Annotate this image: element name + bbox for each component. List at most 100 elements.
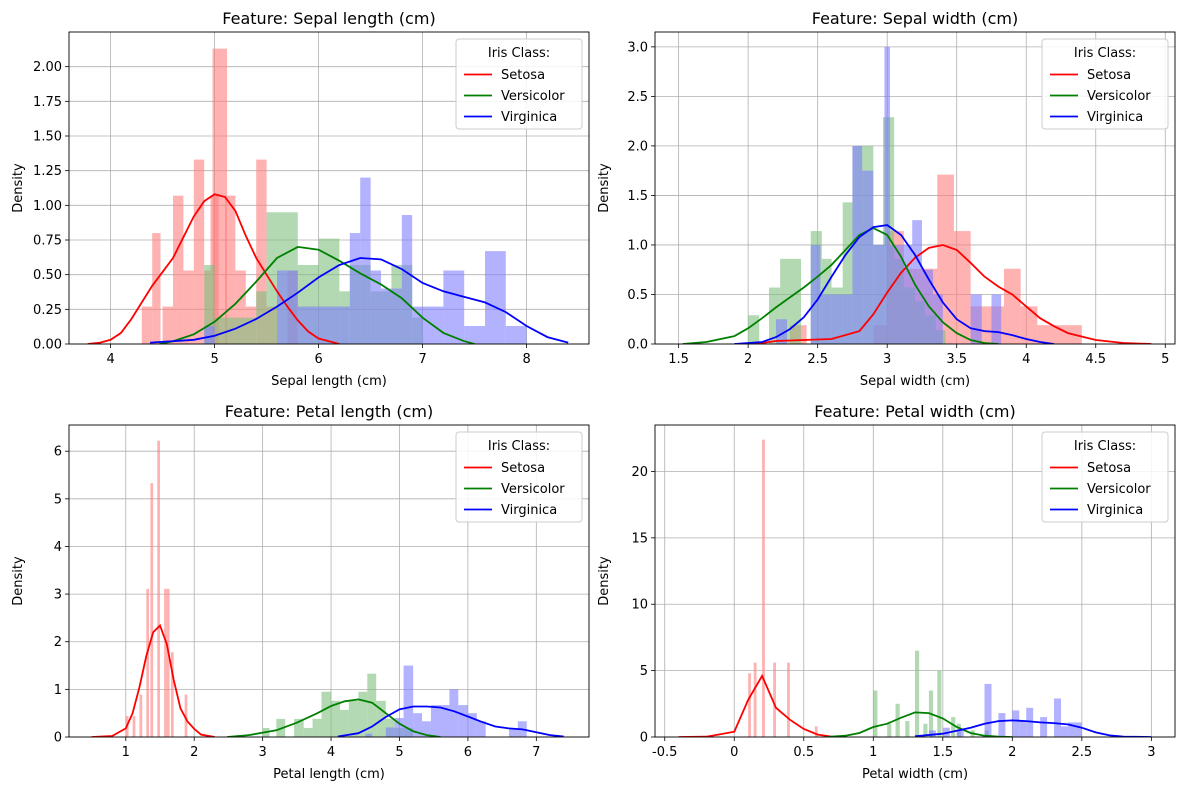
x-tick-label: 4.5 (1085, 352, 1106, 367)
histogram-bar (294, 718, 304, 737)
legend-title: Iris Class: (488, 46, 550, 61)
histogram-bar (762, 439, 765, 737)
histogram-bar (443, 270, 465, 344)
kde-line-setosa (754, 244, 1152, 344)
histogram-bar (895, 703, 900, 737)
histogram-bar (370, 270, 381, 344)
y-axis-label: Density (597, 556, 612, 606)
chart-title: Feature: Sepal length (cm) (222, 9, 435, 28)
y-tick-label: 3.0 (627, 40, 648, 55)
histogram-bar (339, 709, 349, 737)
kde-line-versicolor (227, 698, 441, 737)
histogram-bar (748, 315, 760, 344)
y-tick-label: 2.00 (33, 60, 62, 75)
histogram-bar (810, 244, 821, 344)
y-tick-label: 1.75 (33, 95, 62, 110)
histogram-bar (152, 233, 161, 344)
x-tick-label: 0.5 (793, 745, 814, 760)
histogram-bar (991, 294, 1002, 344)
histogram-bar (951, 717, 956, 737)
x-tick-label: 2.5 (807, 352, 828, 367)
x-tick-label: 3 (1147, 745, 1155, 760)
histogram-bar (422, 721, 431, 737)
histogram-bar (884, 46, 890, 344)
plot-area (87, 48, 569, 344)
y-tick-label: 1.50 (33, 130, 62, 145)
histogram-bar (184, 694, 188, 737)
x-axis-label: Sepal width (cm) (860, 374, 970, 389)
x-tick-label: 2.5 (1072, 745, 1093, 760)
histogram-bar (166, 588, 170, 737)
legend-item-virginica: Virginica (501, 110, 557, 125)
x-tick-label: 1.5 (668, 352, 689, 367)
y-tick-label: 0.50 (33, 268, 62, 283)
legend-item-versicolor: Versicolor (501, 89, 565, 104)
y-tick-label: 2.0 (627, 139, 648, 154)
y-tick-label: 4 (54, 540, 62, 555)
histogram-bar (508, 728, 518, 737)
histogram-bar (970, 294, 982, 344)
histogram-bar (873, 244, 885, 344)
histogram-bar (1019, 721, 1027, 737)
histogram-bar (1003, 268, 1021, 344)
kde-line-virginica (734, 224, 1055, 344)
x-tick-label: 4 (106, 352, 114, 367)
histogram-bar (381, 288, 402, 344)
legend-item-virginica: Virginica (1087, 110, 1143, 125)
histogram-bar (401, 215, 413, 344)
kde-line-virginica (337, 705, 564, 737)
legend-item-setosa: Setosa (1087, 461, 1131, 476)
histogram-bar (912, 220, 922, 344)
legend-item-virginica: Virginica (1087, 503, 1143, 518)
y-tick-label: 0 (640, 731, 648, 746)
legend: Iris Class: Setosa Versicolor Virginica (1041, 38, 1169, 130)
histogram-bar (769, 287, 781, 344)
legend-box (455, 431, 583, 523)
histogram-bar (256, 159, 267, 344)
legend-item-setosa: Setosa (501, 68, 545, 83)
histogram-bar (430, 705, 441, 737)
plot-area (678, 439, 1152, 737)
histogram-bar (485, 251, 506, 344)
histogram-bar (937, 670, 942, 737)
y-tick-label: 2.5 (627, 90, 648, 105)
x-tick-label: -0.5 (652, 745, 677, 760)
histogram-bar (183, 270, 194, 344)
histogram-bar (773, 662, 776, 737)
y-tick-label: 5 (54, 492, 62, 507)
histogram-bar (775, 319, 788, 344)
histogram-bar (842, 294, 853, 344)
legend-title: Iris Class: (1074, 439, 1136, 454)
y-axis-label: Density (11, 163, 26, 213)
histogram-bar (360, 177, 371, 344)
histogram-bar (1040, 717, 1048, 737)
x-tick-label: 6 (464, 745, 472, 760)
histogram-bar (225, 195, 236, 344)
x-tick-label: 2 (190, 745, 198, 760)
histogram-bar (921, 269, 934, 344)
histogram-bar (139, 694, 143, 737)
histogram-bar (204, 325, 215, 344)
x-tick-label: 1.5 (932, 745, 953, 760)
x-tick-label: 7 (532, 745, 540, 760)
x-tick-label: 5 (395, 745, 403, 760)
y-tick-label: 0.75 (33, 234, 62, 249)
legend-box (455, 38, 583, 130)
histogram-bar (753, 662, 757, 737)
y-tick-label: 1.00 (33, 199, 62, 214)
legend: Iris Class: Setosa Versicolor Virginica (1041, 431, 1169, 523)
histogram-bar (1037, 325, 1055, 344)
histogram-bar (915, 650, 920, 737)
y-tick-label: 5 (640, 664, 648, 679)
x-tick-label: 2 (1008, 745, 1016, 760)
legend-item-setosa: Setosa (1087, 68, 1131, 83)
kde-line-versicolor (682, 227, 999, 344)
histogram-bar (358, 691, 368, 737)
y-tick-label: 0.00 (33, 338, 62, 353)
histogram-bar (297, 306, 319, 344)
y-tick-label: 1.5 (627, 189, 648, 204)
chart-title: Feature: Petal length (cm) (225, 402, 433, 421)
histogram-bar (831, 294, 843, 344)
histogram-bar (998, 713, 1006, 737)
